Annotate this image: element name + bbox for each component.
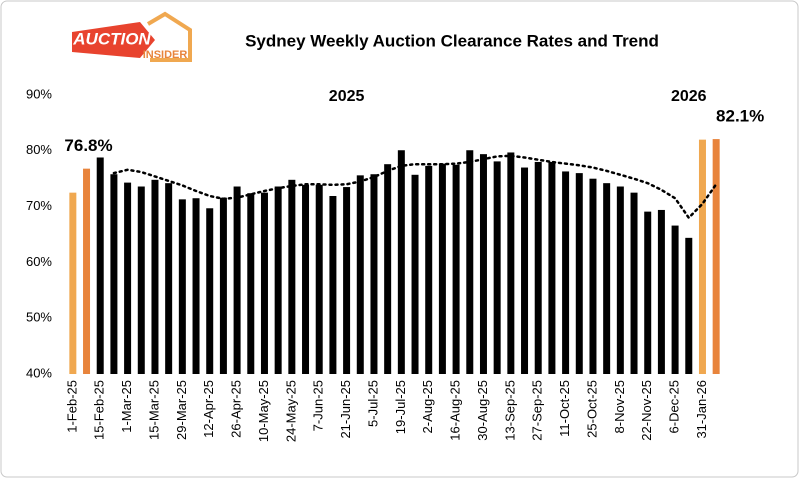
bar bbox=[411, 174, 419, 374]
chart-title: Sydney Weekly Auction Clearance Rates an… bbox=[245, 31, 659, 50]
bar bbox=[657, 209, 665, 374]
x-tick-label: 7-Jun-25 bbox=[311, 380, 326, 431]
bar bbox=[274, 186, 282, 374]
bar bbox=[110, 174, 118, 374]
bar bbox=[260, 192, 268, 374]
bar bbox=[603, 183, 611, 374]
bar bbox=[479, 154, 487, 374]
bar bbox=[178, 199, 186, 374]
logo: AUCTION INSIDER bbox=[72, 11, 192, 62]
logo-house bbox=[146, 11, 192, 62]
bar bbox=[165, 183, 173, 374]
bar bbox=[384, 164, 392, 374]
bar bbox=[83, 168, 91, 374]
x-tick-label: 1-Mar-25 bbox=[119, 380, 134, 433]
y-tick-label: 50% bbox=[26, 310, 52, 325]
x-tick-label: 10-May-25 bbox=[256, 380, 271, 442]
bar bbox=[698, 139, 706, 374]
x-tick-label: 2-Aug-25 bbox=[420, 380, 435, 433]
bar bbox=[548, 161, 556, 374]
x-tick-label: 22-Nov-25 bbox=[639, 380, 654, 441]
x-tick-label: 5-Jul-25 bbox=[365, 380, 380, 427]
x-tick-label: 15-Feb-25 bbox=[92, 380, 107, 440]
bar bbox=[616, 186, 624, 374]
bar bbox=[534, 161, 542, 374]
x-tick-label: 26-Apr-25 bbox=[229, 380, 244, 438]
x-tick-label: 31-Jan-26 bbox=[694, 380, 709, 439]
x-tick-label: 29-Mar-25 bbox=[174, 380, 189, 440]
bar bbox=[124, 182, 132, 374]
bar bbox=[630, 192, 638, 374]
bar bbox=[69, 192, 77, 374]
bar bbox=[521, 167, 529, 374]
x-tick-label: 1-Feb-25 bbox=[64, 380, 79, 433]
bar bbox=[219, 197, 227, 374]
bar bbox=[315, 184, 323, 374]
x-tick-label: 15-Mar-25 bbox=[146, 380, 161, 440]
x-tick-label: 27-Sep-25 bbox=[530, 380, 545, 441]
bar bbox=[589, 178, 597, 374]
bar bbox=[466, 150, 474, 374]
y-tick-label: 80% bbox=[26, 142, 52, 157]
bar bbox=[562, 171, 570, 374]
logo-text: INSIDER bbox=[143, 49, 188, 61]
data-label: 76.8% bbox=[64, 136, 112, 155]
bar bbox=[575, 173, 583, 374]
annotation: 2025 bbox=[329, 88, 365, 105]
bar bbox=[329, 195, 337, 374]
annotation: 2026 bbox=[671, 88, 707, 105]
x-tick-label: 6-Dec-25 bbox=[667, 380, 682, 433]
bar bbox=[356, 175, 364, 374]
bar bbox=[302, 184, 310, 374]
x-tick-label: 8-Nov-25 bbox=[612, 380, 627, 433]
bar bbox=[425, 165, 433, 374]
x-tick-label: 19-Jul-25 bbox=[393, 380, 408, 434]
x-tick-label: 30-Aug-25 bbox=[475, 380, 490, 441]
bar bbox=[370, 174, 378, 374]
bar bbox=[137, 186, 145, 374]
x-tick-label: 24-May-25 bbox=[283, 380, 298, 442]
bar bbox=[288, 179, 296, 374]
bar bbox=[151, 179, 159, 374]
data-label: 82.1% bbox=[716, 107, 764, 126]
y-tick-label: 90% bbox=[26, 86, 52, 101]
bar bbox=[671, 225, 679, 374]
x-tick-label: 21-Jun-25 bbox=[338, 380, 353, 439]
x-tick-label: 11-Oct-25 bbox=[557, 380, 572, 437]
x-tick-label: 25-Oct-25 bbox=[584, 380, 599, 438]
bar bbox=[343, 187, 351, 374]
bar bbox=[712, 139, 720, 374]
y-tick-label: 40% bbox=[26, 365, 52, 380]
y-tick-label: 60% bbox=[26, 254, 52, 269]
bar bbox=[206, 208, 214, 374]
x-tick-label: 16-Aug-25 bbox=[448, 380, 463, 441]
bar bbox=[644, 211, 652, 374]
logo-shape bbox=[72, 22, 155, 58]
bar bbox=[96, 157, 104, 374]
bar bbox=[192, 198, 200, 374]
bar bbox=[685, 237, 693, 374]
bar bbox=[397, 150, 405, 374]
x-tick-label: 12-Apr-25 bbox=[201, 380, 216, 438]
bar bbox=[247, 193, 255, 374]
logo-text: AUCTION bbox=[72, 29, 151, 48]
bar bbox=[493, 161, 501, 374]
y-tick-label: 70% bbox=[26, 198, 52, 213]
bar bbox=[233, 186, 241, 374]
bar bbox=[507, 152, 515, 374]
trend-line bbox=[112, 154, 718, 220]
bar bbox=[452, 164, 460, 374]
x-tick-label: 13-Sep-25 bbox=[502, 380, 517, 441]
bar bbox=[438, 163, 446, 374]
